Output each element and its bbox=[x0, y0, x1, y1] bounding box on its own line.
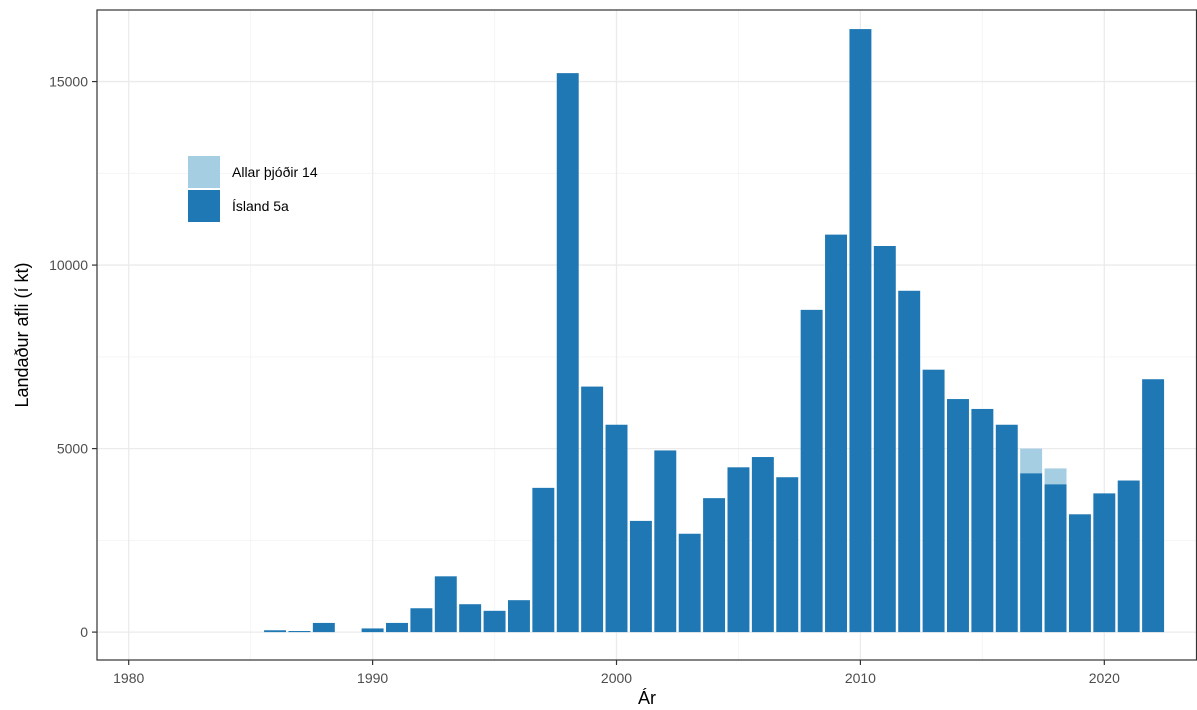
x-tick-label: 2010 bbox=[845, 670, 876, 686]
bar bbox=[581, 386, 604, 633]
bar bbox=[312, 622, 335, 633]
bar bbox=[776, 477, 799, 633]
y-tick-label: 15000 bbox=[49, 74, 88, 90]
legend: Allar þjóðir 14 Ísland 5a bbox=[188, 156, 318, 222]
bar bbox=[1020, 473, 1043, 633]
bar bbox=[849, 29, 872, 633]
bar bbox=[410, 608, 433, 633]
bar bbox=[825, 234, 847, 633]
bar bbox=[264, 630, 287, 633]
x-tick-label: 2000 bbox=[601, 670, 632, 686]
bar bbox=[1117, 480, 1140, 633]
x-axis-title: Ár bbox=[638, 688, 656, 708]
bar bbox=[459, 604, 482, 633]
y-axis-ticks: 0 5000 10000 15000 bbox=[49, 74, 97, 640]
bar bbox=[971, 408, 994, 633]
bar bbox=[361, 628, 384, 633]
bar bbox=[654, 450, 677, 633]
x-tick-label: 1980 bbox=[113, 670, 144, 686]
bar bbox=[1044, 484, 1067, 633]
y-axis-title: Landaður afli (í kt) bbox=[12, 262, 32, 407]
bar bbox=[507, 600, 530, 633]
bar bbox=[751, 457, 774, 633]
bar bbox=[556, 73, 579, 633]
y-tick-label: 10000 bbox=[49, 257, 88, 273]
bar bbox=[483, 610, 506, 633]
bar bbox=[678, 533, 701, 633]
bar bbox=[1020, 448, 1043, 474]
legend-label: Allar þjóðir 14 bbox=[232, 164, 318, 180]
bar bbox=[605, 424, 628, 633]
x-axis-ticks: 1980 1990 2000 2010 2020 bbox=[113, 660, 1120, 686]
bar bbox=[386, 622, 408, 633]
bar bbox=[1142, 379, 1165, 633]
bar bbox=[873, 245, 896, 633]
bar bbox=[800, 309, 823, 633]
bar bbox=[1044, 468, 1067, 485]
bar bbox=[727, 467, 750, 633]
y-tick-label: 5000 bbox=[57, 441, 88, 457]
bar bbox=[434, 576, 457, 633]
bar bbox=[947, 399, 969, 633]
x-tick-label: 1990 bbox=[357, 670, 388, 686]
bar bbox=[1093, 493, 1116, 633]
y-tick-label: 0 bbox=[80, 624, 88, 640]
bars bbox=[264, 29, 1165, 633]
bar bbox=[898, 290, 921, 633]
bar bbox=[995, 424, 1018, 633]
bar bbox=[1068, 514, 1091, 633]
legend-label: Ísland 5a bbox=[232, 198, 289, 214]
bar bbox=[703, 498, 726, 633]
legend-key bbox=[188, 156, 220, 188]
bar bbox=[629, 520, 652, 633]
x-tick-label: 2020 bbox=[1089, 670, 1120, 686]
bar bbox=[288, 631, 311, 633]
bar bbox=[532, 487, 555, 633]
legend-key bbox=[188, 190, 220, 222]
bar bbox=[922, 369, 945, 633]
